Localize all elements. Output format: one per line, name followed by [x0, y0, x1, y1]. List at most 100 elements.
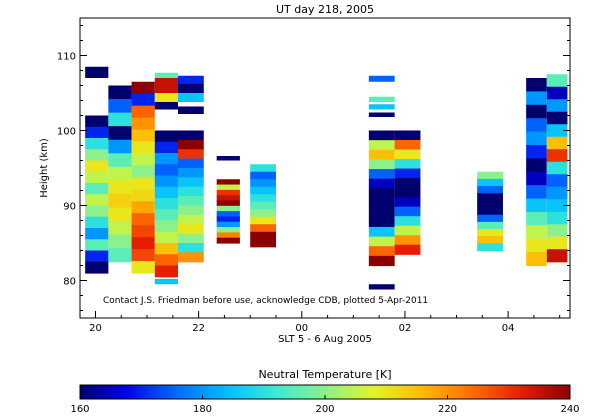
heatmap-cell — [546, 174, 568, 188]
colorbar-swatch — [184, 385, 188, 399]
colorbar-swatch — [150, 385, 154, 399]
heatmap-cell — [546, 149, 568, 163]
colorbar-swatch — [419, 385, 424, 399]
heatmap-cell — [85, 228, 109, 240]
colorbar-swatch — [306, 385, 311, 399]
colorbar-tick-label: 220 — [438, 404, 457, 415]
colorbar-swatch — [533, 385, 537, 399]
heatmap-cell — [85, 115, 109, 128]
colorbar-tick-label: 180 — [193, 404, 212, 415]
heatmap-cell — [216, 189, 240, 196]
heatmap-cell — [131, 201, 155, 214]
heatmap-cell — [368, 112, 395, 117]
heatmap-cell — [154, 265, 178, 278]
colorbar-swatch — [220, 385, 225, 399]
heatmap-cell — [394, 140, 421, 151]
heatmap-cell — [250, 216, 276, 225]
heatmap-cell — [526, 211, 547, 226]
heatmap-cell — [178, 186, 204, 197]
colorbar-swatch — [407, 385, 412, 399]
x-tick-label: 04 — [502, 323, 515, 334]
colorbar-swatch — [386, 385, 390, 399]
colorbar-swatch — [340, 385, 344, 399]
colorbar-swatch — [153, 385, 158, 399]
heatmap-cell — [546, 124, 568, 138]
colorbar-swatch — [331, 385, 335, 399]
heatmap-cell — [368, 217, 395, 228]
heatmap-cell — [85, 171, 109, 184]
heatmap-cell — [394, 178, 421, 189]
heatmap-cell — [216, 232, 240, 239]
colorbar-swatch — [459, 385, 464, 399]
colorbar-swatch — [468, 385, 473, 399]
colorbar-swatch — [227, 385, 231, 399]
colorbar-frame — [79, 384, 571, 400]
colorbar-swatch — [113, 385, 118, 399]
heatmap-cell — [216, 179, 240, 186]
y-tick-label: 80 — [63, 277, 76, 288]
colorbar-swatch — [453, 385, 458, 399]
heatmap-cell — [216, 211, 240, 218]
heatmap-cell — [526, 144, 547, 159]
colorbar-swatch — [104, 385, 109, 399]
colorbar-swatch — [217, 385, 222, 399]
colorbar-swatch — [236, 385, 240, 399]
heatmap-cell — [368, 207, 395, 218]
heatmap-cell — [85, 183, 109, 195]
colorbar-swatch — [563, 385, 568, 399]
colorbar-swatch — [260, 385, 265, 399]
heatmap-cell — [368, 159, 395, 170]
colorbar-swatch — [367, 385, 372, 399]
heatmap-cell — [546, 111, 568, 125]
colorbar-swatch — [328, 385, 332, 399]
colorbar-swatch — [395, 385, 399, 399]
colorbar-swatch — [156, 385, 161, 399]
colorbar-swatch — [380, 385, 384, 399]
heatmap-cell — [216, 237, 240, 244]
colorbar-swatch — [346, 385, 350, 399]
colorbar-swatch — [355, 385, 360, 399]
heatmap-cell — [526, 185, 547, 200]
colorbar-swatch — [349, 385, 354, 399]
heatmap-cell — [250, 224, 276, 233]
heatmap-cell — [178, 233, 204, 244]
colorbar-swatch — [490, 385, 494, 399]
colorbar-swatch — [135, 385, 139, 399]
heatmap-cell — [526, 78, 547, 92]
colorbar-swatch — [178, 385, 182, 399]
colorbar-swatch — [508, 385, 513, 399]
colorbar-swatch — [321, 385, 326, 399]
heatmap-cell — [368, 130, 395, 141]
colorbar-swatch — [499, 385, 504, 399]
colorbar-swatch — [110, 385, 115, 399]
colorbar-swatch — [297, 385, 301, 399]
heatmap-cell — [394, 206, 421, 217]
colorbar-swatch — [251, 385, 256, 399]
colorbar-swatch — [138, 385, 142, 399]
heatmap-cell — [85, 138, 109, 150]
heatmap-cell — [526, 118, 547, 133]
heatmap-cell — [108, 112, 132, 127]
colorbar-swatch — [493, 385, 497, 399]
heatmap-cell — [108, 126, 132, 141]
colorbar-swatch — [383, 385, 387, 399]
heatmap-cell — [178, 83, 204, 93]
colorbar-swatch — [514, 385, 519, 399]
colorbar-swatch — [282, 385, 286, 399]
colorbar-swatch — [374, 385, 378, 399]
heatmap-cell — [546, 224, 568, 238]
colorbar-swatch — [398, 385, 403, 399]
heatmap-cell — [394, 225, 421, 236]
heatmap-cell — [131, 81, 155, 95]
colorbar-swatch — [566, 385, 571, 399]
colorbar-swatch — [361, 385, 366, 399]
heatmap-cell — [131, 225, 155, 238]
heatmap-cell — [131, 165, 155, 178]
heatmap-cell — [131, 117, 155, 131]
colorbar-swatch — [86, 385, 90, 399]
heatmap-cell — [178, 214, 204, 225]
colorbar-swatch — [193, 385, 197, 399]
heatmap-cell — [85, 66, 109, 78]
heatmap-cell — [368, 246, 395, 257]
